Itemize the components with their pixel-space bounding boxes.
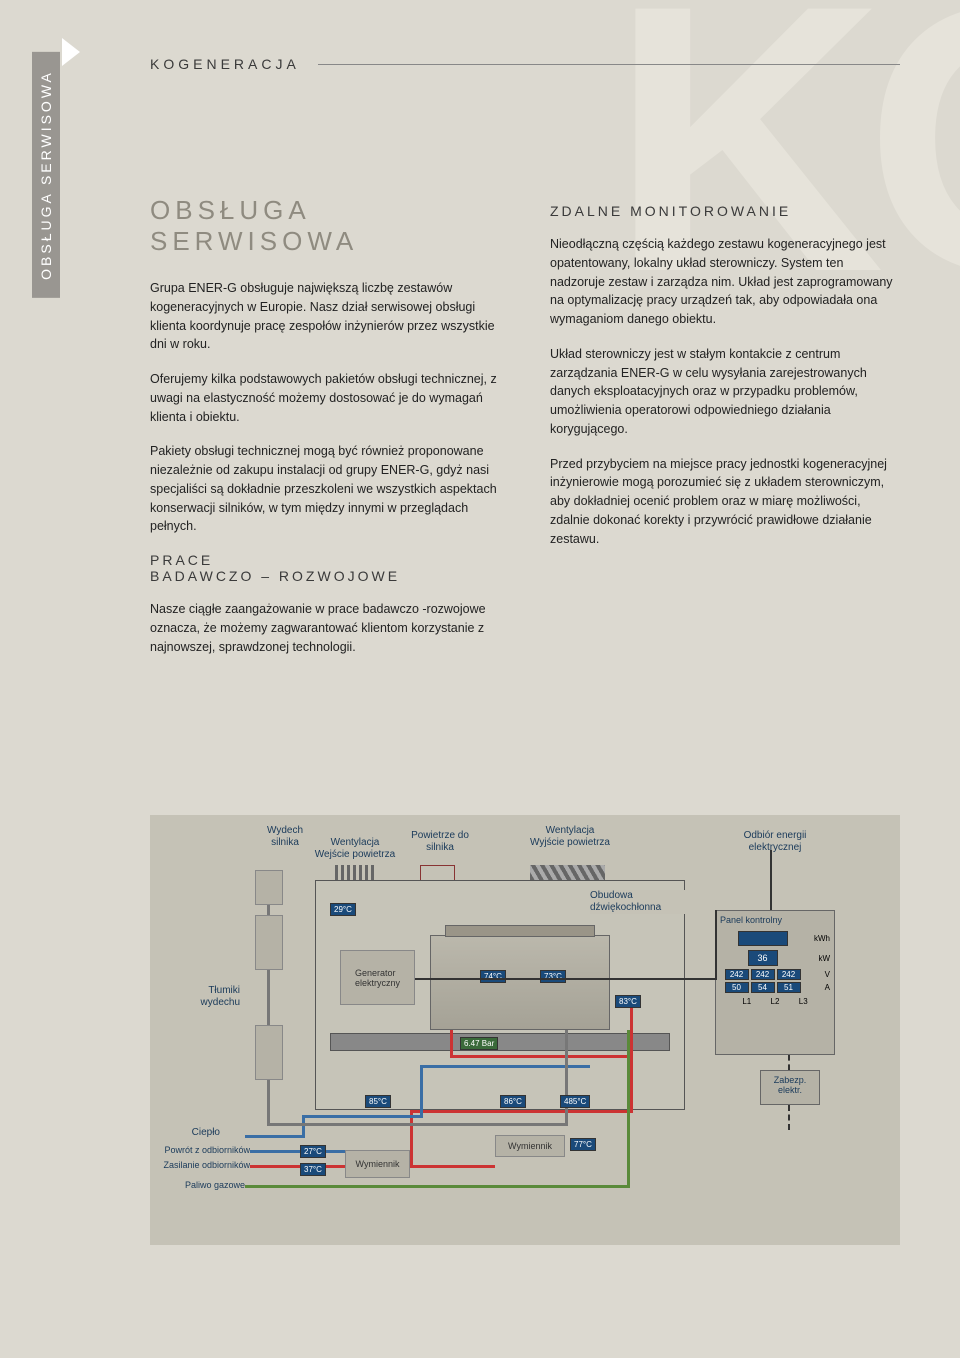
header-rule bbox=[318, 64, 900, 65]
diagram-generator: Generator elektryczny bbox=[340, 950, 415, 1005]
diagram-air-intake bbox=[420, 865, 455, 880]
diagram-label-gas: Paliwo gazowe bbox=[165, 1180, 245, 1191]
diagram-temp-9: 37°C bbox=[300, 1163, 326, 1176]
body-text: Grupa ENER-G obsługuje największą liczbę… bbox=[150, 279, 500, 354]
diagram-temp-4: 83°C bbox=[615, 995, 641, 1008]
diagram-panel-v2: 242 bbox=[751, 969, 775, 980]
diagram-temp-6: 86°C bbox=[500, 1095, 526, 1108]
diagram-panel-kw-display: 36 bbox=[748, 950, 778, 966]
diagram-label-return: Powrót z odbiorników bbox=[150, 1145, 250, 1156]
body-text: Pakiety obsługi technicznej mogą być rów… bbox=[150, 442, 500, 536]
diagram-label-power-out: Odbiór energii elektrycznej bbox=[730, 830, 820, 854]
diagram-panel-title: Panel kontrolny bbox=[720, 915, 830, 925]
body-text: Układ sterowniczy jest w stałym kontakci… bbox=[550, 345, 900, 439]
left-column: OBSŁUGA SERWISOWA Grupa ENER-G obsługuje… bbox=[150, 195, 500, 672]
diagram-temp-1: 29°C bbox=[330, 903, 356, 916]
diagram-silencer bbox=[255, 915, 283, 970]
right-column: ZDALNE MONITOROWANIE Nieodłączną częścią… bbox=[550, 195, 900, 672]
page-header: KOGENERACJA bbox=[150, 56, 900, 72]
body-text: Nieodłączną częścią każdego zestawu koge… bbox=[550, 235, 900, 329]
diagram-label-vent-in: Wentylacja Wejście powietrza bbox=[310, 837, 400, 861]
diagram-engine bbox=[430, 935, 610, 1030]
section-heading-rnd: PRACE BADAWCZO – ROZWOJOWE bbox=[150, 552, 500, 584]
breadcrumb: KOGENERACJA bbox=[150, 56, 300, 72]
diagram-panel-v1: 242 bbox=[725, 969, 749, 980]
diagram-label-enclosure: Obudowa dźwiękochłonna bbox=[590, 890, 685, 914]
diagram-heat-exchanger-1: Wymiennik bbox=[345, 1150, 410, 1178]
diagram-panel-unit-kw: kW bbox=[805, 954, 830, 963]
diagram-label-engine-air: Powietrze do silnika bbox=[405, 830, 475, 854]
diagram-label-exhaust: Wydech silnika bbox=[255, 825, 315, 849]
diagram-temp-8: 27°C bbox=[300, 1145, 326, 1158]
diagram-heat-exchanger-2: Wymiennik bbox=[495, 1135, 565, 1157]
diagram-panel-l2: L2 bbox=[762, 997, 788, 1006]
diagram-panel-a1: 50 bbox=[725, 982, 749, 993]
arrow-icon bbox=[62, 38, 80, 66]
section-heading-monitoring: ZDALNE MONITOROWANIE bbox=[550, 203, 900, 219]
diagram-panel-unit-a: A bbox=[805, 983, 830, 992]
diagram-label-supply: Zasilanie odbiorników bbox=[150, 1160, 250, 1171]
diagram-engine-top bbox=[445, 925, 595, 937]
body-text: Oferujemy kilka podstawowych pakietów ob… bbox=[150, 370, 500, 426]
diagram-temp-10: 77°C bbox=[570, 1138, 596, 1151]
diagram-panel-unit-v: V bbox=[805, 970, 830, 979]
diagram-panel-a2: 54 bbox=[751, 982, 775, 993]
body-text: Przed przybyciem na miejsce pracy jednos… bbox=[550, 455, 900, 549]
diagram-silencer bbox=[255, 870, 283, 905]
diagram-louver-in bbox=[335, 865, 375, 880]
diagram-baseframe bbox=[330, 1033, 670, 1051]
diagram-panel-v3: 242 bbox=[777, 969, 801, 980]
diagram-control-panel: Panel kontrolny kWh 36 kW 242242242 V 50… bbox=[715, 910, 835, 1055]
diagram-label-vent-out: Wentylacja Wyjście powietrza bbox=[525, 825, 615, 849]
diagram-temp-7: 485°C bbox=[560, 1095, 590, 1108]
diagram-temp-5: 85°C bbox=[365, 1095, 391, 1108]
diagram-label-silencers: Tłumiki wydechu bbox=[180, 985, 240, 1009]
diagram-temp-2: 74°C bbox=[480, 970, 506, 983]
vertical-section-tab: OBSŁUGA SERWISOWA bbox=[32, 52, 60, 298]
diagram-label-heat: Ciepło bbox=[170, 1127, 220, 1139]
diagram-cable bbox=[415, 978, 715, 980]
content-columns: OBSŁUGA SERWISOWA Grupa ENER-G obsługuje… bbox=[150, 195, 900, 672]
diagram-panel-l3: L3 bbox=[790, 997, 816, 1006]
body-text: Nasze ciągłe zaangażowanie w prace badaw… bbox=[150, 600, 500, 656]
diagram-breaker: Zabezp. elektr. bbox=[760, 1070, 820, 1105]
diagram-silencer bbox=[255, 1025, 283, 1080]
diagram-panel-a3: 51 bbox=[777, 982, 801, 993]
diagram-panel-l1: L1 bbox=[734, 997, 760, 1006]
diagram-panel-unit-kwh: kWh bbox=[805, 934, 830, 943]
diagram-louver-out bbox=[530, 865, 605, 880]
system-diagram: Wydech silnika Wentylacja Wejście powiet… bbox=[150, 815, 900, 1245]
diagram-temp-3: 73°C bbox=[540, 970, 566, 983]
left-rail: OBSŁUGA SERWISOWA bbox=[0, 0, 82, 420]
diagram-pressure: 6.47 Bar bbox=[460, 1037, 498, 1050]
page-title: OBSŁUGA SERWISOWA bbox=[150, 195, 500, 257]
